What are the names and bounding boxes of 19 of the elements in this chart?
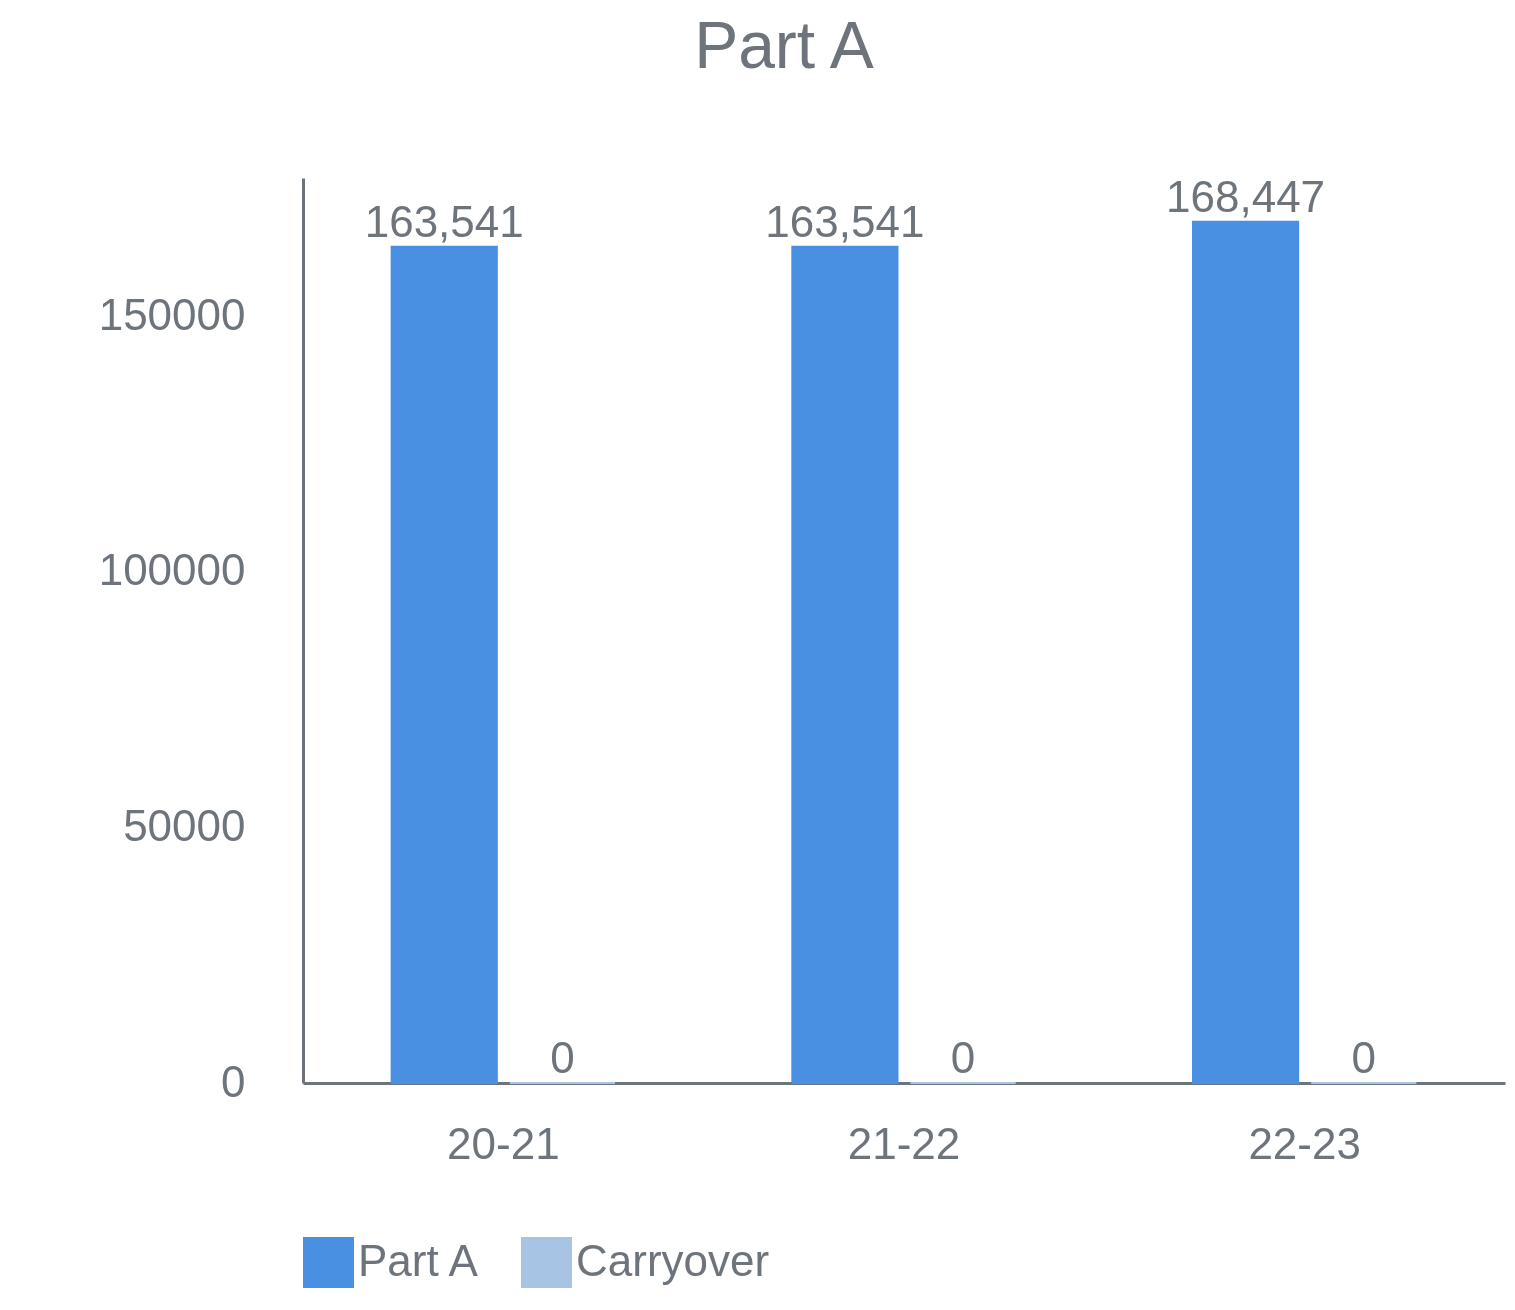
- y-tick-label: 50000: [123, 800, 246, 850]
- y-tick-label: 150000: [98, 289, 246, 339]
- legend-label: Carryover: [576, 1235, 770, 1285]
- data-label: 0: [1351, 1033, 1376, 1082]
- y-tick-label: 0: [221, 1056, 246, 1106]
- x-tick-label: 22-23: [1248, 1118, 1361, 1168]
- x-tick-label: 20-21: [447, 1118, 560, 1168]
- data-label: 163,541: [364, 196, 524, 246]
- bar: [390, 245, 498, 1084]
- bar: [791, 245, 899, 1084]
- data-label: 0: [550, 1033, 575, 1082]
- x-tick-label: 21-22: [847, 1118, 961, 1168]
- data-label: 168,447: [1166, 171, 1326, 221]
- data-label: 163,541: [765, 196, 925, 246]
- bar: [1191, 220, 1300, 1084]
- y-tick-label: 100000: [98, 545, 246, 595]
- data-label: 0: [950, 1033, 976, 1082]
- legend-label: Part A: [358, 1235, 479, 1285]
- chart-title: Part A: [694, 7, 874, 82]
